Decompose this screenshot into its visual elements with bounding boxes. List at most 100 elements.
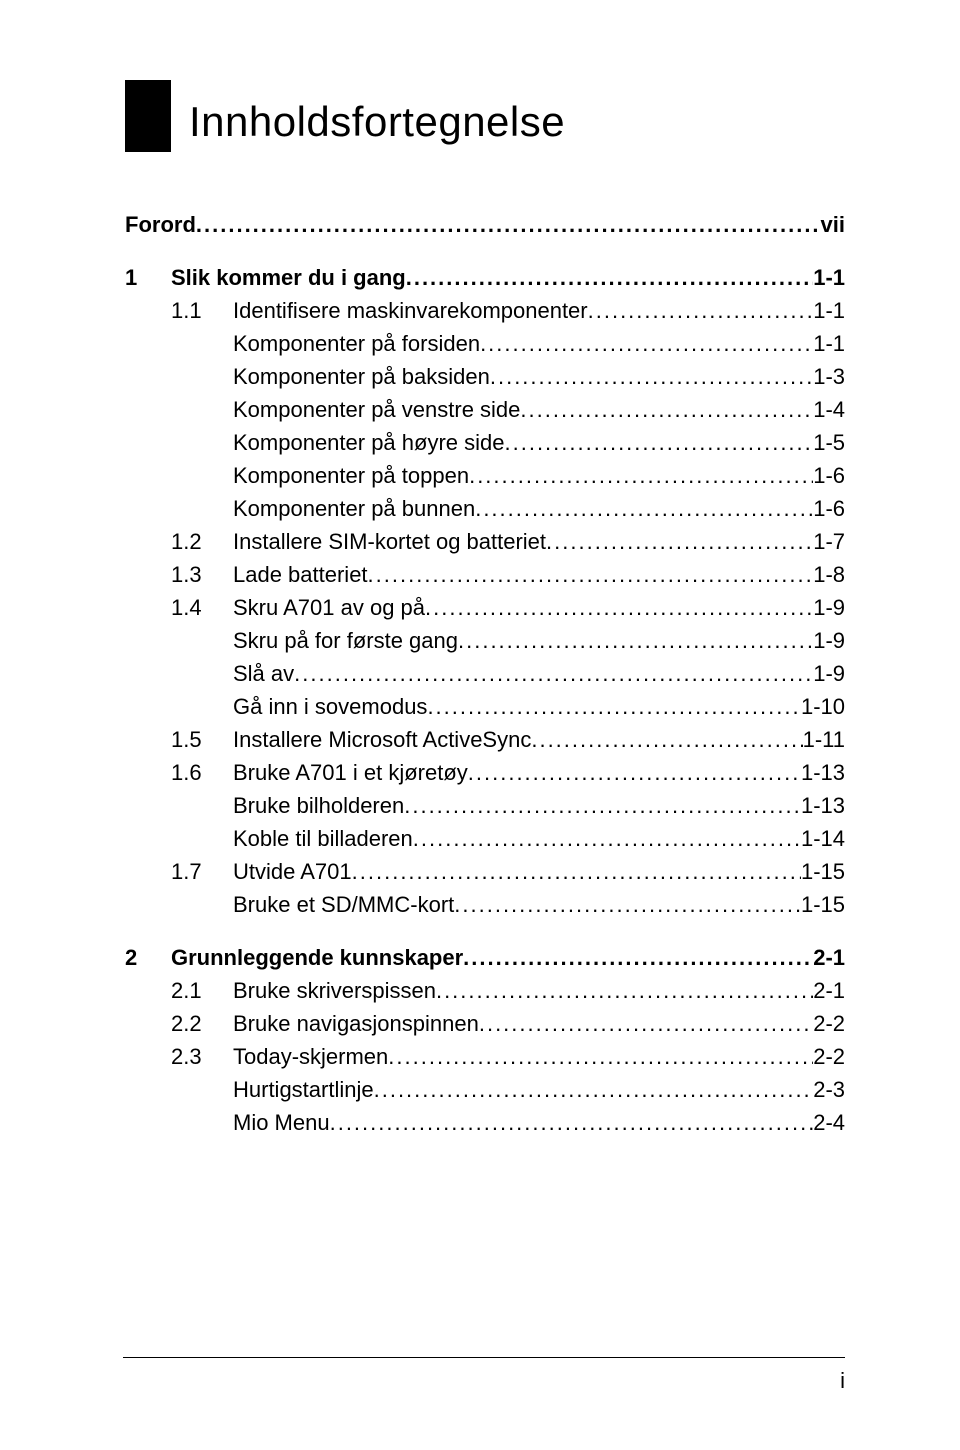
- toc-entry-label: 1.3Lade batteriet: [171, 558, 368, 591]
- document-page: Innholdsfortegnelse Forordvii 1Slik komme…: [0, 0, 960, 1139]
- toc-entry-number: 2.1: [171, 974, 233, 1007]
- toc-entry-page: 1-8: [813, 558, 845, 591]
- toc-entry-text: Komponenter på venstre side: [233, 397, 520, 422]
- toc-entry-text: Komponenter på høyre side: [233, 430, 505, 455]
- toc-entry-page: 1-1: [813, 327, 845, 360]
- toc-entry: 1.7Utvide A7011-15: [125, 855, 845, 888]
- page-title: Innholdsfortegnelse: [189, 98, 565, 146]
- toc-entry: 2Grunnleggende kunnskaper2-1: [125, 941, 845, 974]
- toc-entry-page: 1-9: [813, 624, 845, 657]
- toc-entry-text: Bruke skriverspissen: [233, 978, 436, 1003]
- toc-entry: 1.3Lade batteriet 1-8: [125, 558, 845, 591]
- toc-entry-label: Komponenter på venstre side: [233, 393, 520, 426]
- toc-entry-page: 1-15: [801, 888, 845, 921]
- toc-entry-number: 1.6: [171, 756, 233, 789]
- toc-leader-dots: [588, 294, 814, 327]
- toc-entry-page: 1-1: [813, 294, 845, 327]
- toc-entry-page: 1-10: [801, 690, 845, 723]
- toc-gap: [125, 241, 845, 261]
- toc-entry: 2.1Bruke skriverspissen 2-1: [125, 974, 845, 1007]
- toc-entry: Bruke et SD/MMC-kort 1-15: [125, 888, 845, 921]
- toc-leader-dots: [546, 525, 813, 558]
- toc-leader-dots: [463, 941, 813, 974]
- toc-entry: 1Slik kommer du i gang1-1: [125, 261, 845, 294]
- toc-leader-dots: [413, 822, 801, 855]
- toc-entry: Komponenter på forsiden 1-1: [125, 327, 845, 360]
- toc-entry-text: Installere SIM-kortet og batteriet: [233, 529, 546, 554]
- toc-entry-text: Installere Microsoft ActiveSync: [233, 727, 531, 752]
- toc-entry: Hurtigstartlinje2-3: [125, 1073, 845, 1106]
- toc-entry-text: Komponenter på baksiden: [233, 364, 490, 389]
- toc-entry-number: 1.3: [171, 558, 233, 591]
- toc-entry-text: Gå inn i sovemodus: [233, 694, 427, 719]
- toc-entry-text: Komponenter på toppen: [233, 463, 469, 488]
- toc-entry-number: 1: [125, 261, 171, 294]
- toc-entry: Komponenter på bunnen1-6: [125, 492, 845, 525]
- title-block: Innholdsfortegnelse: [125, 98, 845, 152]
- toc-entry: 1.5Installere Microsoft ActiveSync1-11: [125, 723, 845, 756]
- toc-entry-page: 1-14: [801, 822, 845, 855]
- toc-leader-dots: [368, 558, 814, 591]
- toc-entry-label: Komponenter på baksiden: [233, 360, 490, 393]
- toc-entry-number: 1.4: [171, 591, 233, 624]
- toc-entry-number: 1.5: [171, 723, 233, 756]
- toc-entry: Gå inn i sovemodus 1-10: [125, 690, 845, 723]
- toc-leader-dots: [404, 789, 801, 822]
- toc-entry-text: Lade batteriet: [233, 562, 368, 587]
- toc-entry-text: Bruke navigasjonspinnen: [233, 1011, 479, 1036]
- toc-entry-text: Bruke et SD/MMC-kort: [233, 892, 454, 917]
- toc-entry-label: Komponenter på forsiden: [233, 327, 480, 360]
- toc-entry-label: 1.6Bruke A701 i et kjøretøy: [171, 756, 468, 789]
- toc-entry: Slå av 1-9: [125, 657, 845, 690]
- toc-entry-text: Grunnleggende kunnskaper: [171, 945, 463, 970]
- toc-entry-page: 2-4: [813, 1106, 845, 1139]
- toc-leader-dots: [469, 459, 813, 492]
- toc-leader-dots: [479, 1007, 813, 1040]
- table-of-contents: Forordvii 1Slik kommer du i gang1-11.1Ide…: [125, 208, 845, 1139]
- toc-entry-label: Slå av: [233, 657, 294, 690]
- toc-entry-page: 2-1: [813, 974, 845, 1007]
- toc-entry: Komponenter på venstre side1-4: [125, 393, 845, 426]
- toc-leader-dots: [475, 492, 813, 525]
- toc-entry: Forordvii: [125, 208, 845, 241]
- toc-entry: 1.4Skru A701 av og på1-9: [125, 591, 845, 624]
- toc-entry: Komponenter på baksiden 1-3: [125, 360, 845, 393]
- title-accent-box: [125, 80, 171, 152]
- toc-entry-label: Koble til billaderen: [233, 822, 413, 855]
- toc-entry-page: 1-9: [813, 591, 845, 624]
- toc-entry-page: 2-2: [813, 1007, 845, 1040]
- toc-entry-label: 1.7Utvide A701: [171, 855, 352, 888]
- toc-entry: 1.2Installere SIM-kortet og batteriet1-7: [125, 525, 845, 558]
- toc-leader-dots: [294, 657, 813, 690]
- footer-page-number: i: [840, 1368, 845, 1394]
- toc-entry-page: 1-9: [813, 657, 845, 690]
- toc-entry-page: 1-13: [801, 789, 845, 822]
- toc-entry: Komponenter på høyre side 1-5: [125, 426, 845, 459]
- toc-leader-dots: [458, 624, 813, 657]
- toc-leader-dots: [374, 1073, 814, 1106]
- toc-leader-dots: [388, 1040, 813, 1073]
- toc-entry-text: Mio Menu: [233, 1110, 330, 1135]
- toc-entry-number: 1.1: [171, 294, 233, 327]
- toc-entry-text: Bruke bilholderen: [233, 793, 404, 818]
- toc-entry-number: 2.3: [171, 1040, 233, 1073]
- toc-entry-text: Koble til billaderen: [233, 826, 413, 851]
- toc-entry: Skru på for første gang1-9: [125, 624, 845, 657]
- toc-entry-label: 1.1Identifisere maskinvarekomponenter: [171, 294, 588, 327]
- toc-leader-dots: [196, 208, 821, 241]
- toc-entry-number: 1.7: [171, 855, 233, 888]
- toc-entry-page: 1-13: [801, 756, 845, 789]
- toc-leader-dots: [436, 974, 813, 1007]
- toc-entry: 1.6Bruke A701 i et kjøretøy 1-13: [125, 756, 845, 789]
- toc-leader-dots: [454, 888, 801, 921]
- toc-leader-dots: [406, 261, 813, 294]
- toc-entry-label: Mio Menu: [233, 1106, 330, 1139]
- toc-entry-label: Forord: [125, 208, 196, 241]
- toc-entry-page: 1-3: [813, 360, 845, 393]
- toc-entry-label: 2.2Bruke navigasjonspinnen: [171, 1007, 479, 1040]
- footer-divider: [123, 1357, 845, 1358]
- toc-entry: Komponenter på toppen1-6: [125, 459, 845, 492]
- toc-entry-label: Komponenter på toppen: [233, 459, 469, 492]
- toc-entry-label: 2.3Today-skjermen: [171, 1040, 388, 1073]
- toc-entry-page: 1-5: [813, 426, 845, 459]
